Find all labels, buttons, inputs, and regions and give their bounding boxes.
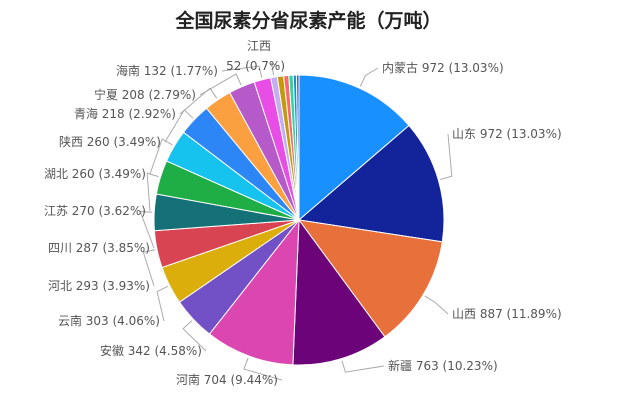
slice-label: 江西 52 (0.7%) xyxy=(226,39,285,73)
leader-line xyxy=(179,87,218,115)
leader-line xyxy=(270,62,280,76)
leader-line xyxy=(359,67,379,87)
leader-line xyxy=(182,320,207,352)
slice-label: 海南 132 (1.77%) xyxy=(116,63,218,78)
slice-label: 宁夏 208 (2.79%) xyxy=(94,87,196,102)
slice-label: 山西 887 (11.89%) xyxy=(452,307,562,321)
leader-line xyxy=(156,285,169,322)
slice-label: 河北 293 (3.93%) xyxy=(48,279,150,293)
slice-label: 湖北 260 (3.49%) xyxy=(44,166,146,181)
slice-label: 新疆 763 (10.23%) xyxy=(388,358,498,373)
leader-line xyxy=(142,249,156,287)
pie-slice-河南 xyxy=(208,218,300,366)
leader-line xyxy=(146,172,159,212)
leader-line xyxy=(440,133,453,180)
leader-line xyxy=(243,357,283,381)
leader-line xyxy=(341,360,385,373)
pie-slice-山东 xyxy=(297,124,445,243)
leader-line xyxy=(199,73,242,96)
leader-line xyxy=(139,211,155,249)
slice-label: 青海 218 (2.92%) xyxy=(74,106,176,121)
pie-slice-内蒙古 xyxy=(298,74,410,222)
slice-label: 陕西 260 (3.49%) xyxy=(59,134,161,149)
slice-label: 安徽 342 (4.58%) xyxy=(100,343,202,358)
chart-title: 全国尿素分省尿素产能（万吨） xyxy=(175,10,442,32)
leader-line xyxy=(149,138,173,175)
pie-slice-新疆 xyxy=(292,218,386,366)
pie-slice-山西 xyxy=(297,219,443,338)
leader-line xyxy=(424,295,449,315)
slice-label: 江苏 270 (3.62%) xyxy=(44,204,146,218)
slice-label: 四川 287 (3.85%) xyxy=(48,241,150,255)
leader-line xyxy=(221,65,263,78)
slice-label: 内蒙古 972 (13.03%) xyxy=(382,60,504,75)
slice-label: 山东 972 (13.03%) xyxy=(452,127,562,141)
pie-slice-unlabeled-20 xyxy=(295,74,300,221)
slice-label: 云南 303 (4.06%) xyxy=(58,313,160,328)
slice-label: 河南 704 (9.44%) xyxy=(176,372,278,387)
